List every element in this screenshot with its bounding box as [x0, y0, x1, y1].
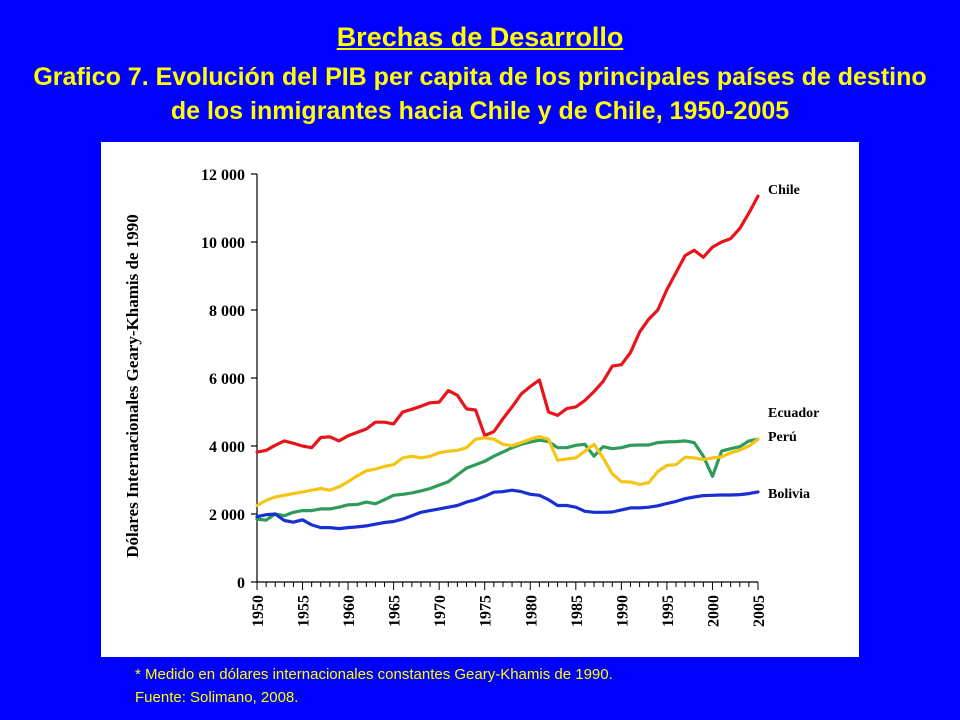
series-label-peru: Perú: [768, 430, 797, 445]
slide-title: Brechas de Desarrollo: [336, 22, 624, 52]
series-labels: Chile Ecuador Perú Bolivia: [768, 183, 819, 502]
y-tick-label: 0: [237, 575, 245, 592]
series-label-bolivia: Bolivia: [768, 487, 810, 502]
x-tick-label: 1995: [660, 595, 677, 627]
x-tick-label: 1970: [432, 595, 449, 627]
y-tick-label: 4 000: [209, 439, 245, 456]
series-line-peru: [255, 434, 760, 508]
y-tick-label: 2 000: [209, 507, 245, 524]
x-tick-label: 1965: [387, 595, 404, 627]
y-tick-label: 12 000: [201, 167, 245, 184]
chart-title-line-1: Grafico 7. Evolución del PIB per capita …: [33, 63, 927, 91]
series-line-chile: [255, 194, 760, 454]
axes: 0 2 000 4 000 6 000 8 000 10 000 12 000 1950 195…: [201, 167, 768, 627]
x-tick-label: 1955: [296, 595, 313, 627]
footnote-measure: * Medido en dólares internacionales cons…: [135, 666, 613, 683]
y-axis-label: Dólares Internacionales Geary-Khamis de …: [123, 214, 142, 557]
series-line-bolivia: [255, 488, 760, 531]
x-tick-label: 1990: [614, 595, 631, 627]
chart-title: Grafico 7. Evolución del PIB per capita …: [20, 60, 940, 128]
x-tick-label: 2005: [751, 595, 768, 627]
x-tick-label: 1985: [569, 595, 586, 627]
x-tick-label: 1980: [523, 595, 540, 627]
chart-title-line-2: de los inmigrantes hacia Chile y de Chil…: [170, 97, 790, 125]
series-line-ecuador: [255, 437, 760, 522]
x-tick-label: 2000: [705, 595, 722, 627]
footnote-source: Fuente: Solimano, 2008.: [135, 689, 299, 706]
y-tick-label: 6 000: [209, 371, 245, 388]
series-lines: [255, 194, 760, 531]
y-tick-label: 10 000: [201, 235, 245, 252]
chart-panel: 0 2 000 4 000 6 000 8 000 10 000 12 000 1950 195…: [101, 142, 859, 657]
line-chart: 0 2 000 4 000 6 000 8 000 10 000 12 000 1950 195…: [123, 167, 819, 627]
footnote: * Medido en dólares internacionales cons…: [135, 663, 613, 709]
x-tick-label: 1950: [250, 595, 267, 627]
y-tick-label: 8 000: [209, 303, 245, 320]
x-tick-label: 1960: [341, 595, 358, 627]
x-tick-label: 1975: [478, 595, 495, 627]
series-label-chile: Chile: [768, 183, 800, 198]
series-label-ecuador: Ecuador: [768, 406, 819, 421]
